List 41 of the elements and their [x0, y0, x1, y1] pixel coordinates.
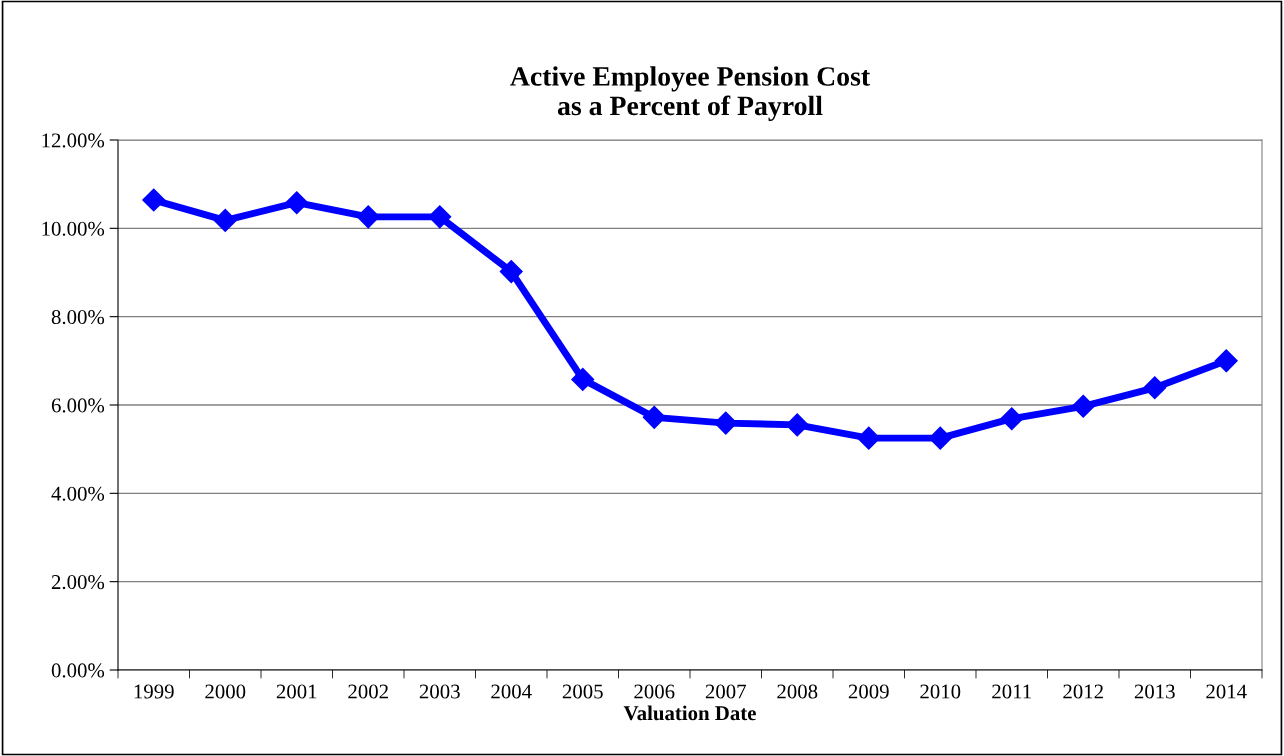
x-tick-label: 2008 — [777, 684, 818, 699]
point — [428, 205, 452, 229]
point — [714, 411, 738, 435]
point — [1143, 376, 1167, 400]
x-tick-label: 2002 — [348, 684, 388, 699]
x-tick-label: 2010 — [920, 684, 961, 699]
point — [499, 260, 523, 284]
point — [642, 405, 666, 429]
x-tick-label: 2012 — [1063, 684, 1103, 699]
y-tick-label: 6.00% — [51, 398, 105, 413]
point — [571, 367, 595, 391]
point — [213, 208, 237, 232]
x-tick-label: 2004 — [491, 684, 532, 699]
point — [1214, 349, 1238, 373]
point — [857, 426, 881, 450]
point — [356, 205, 380, 229]
x-tick-label: 2013 — [1134, 684, 1175, 699]
y-tick-label: 8.00% — [51, 310, 105, 325]
x-tick-label: 1999 — [134, 684, 174, 699]
y-tick-label: 4.00% — [51, 486, 105, 501]
x-tick-label: 2005 — [562, 684, 603, 699]
x-tick-label: 2009 — [848, 684, 889, 699]
x-tick-label: 2006 — [634, 684, 675, 699]
x-axis-title: Valuation Date — [623, 705, 756, 721]
x-tick-label: 2014 — [1206, 684, 1247, 699]
chart-title: Active Employee Pension Cost as a Percent of Payroll — [510, 66, 871, 121]
y-tick-label: 10.00% — [42, 221, 105, 236]
x-tick-label: 2000 — [205, 684, 246, 699]
y-tick-label: 2.00% — [51, 575, 105, 590]
point — [1071, 394, 1095, 418]
point — [1000, 407, 1024, 431]
y-tick-label: 0.00% — [51, 663, 105, 678]
point — [142, 188, 166, 212]
x-tick-label: 2003 — [419, 684, 460, 699]
point — [928, 426, 952, 450]
y-tick-label: 12.00% — [42, 133, 105, 148]
point — [285, 191, 309, 215]
x-tick-label: 2007 — [705, 684, 746, 699]
x-tick-label: 2011 — [992, 684, 1031, 699]
x-tick-label: 2001 — [276, 684, 317, 699]
point — [785, 413, 809, 437]
